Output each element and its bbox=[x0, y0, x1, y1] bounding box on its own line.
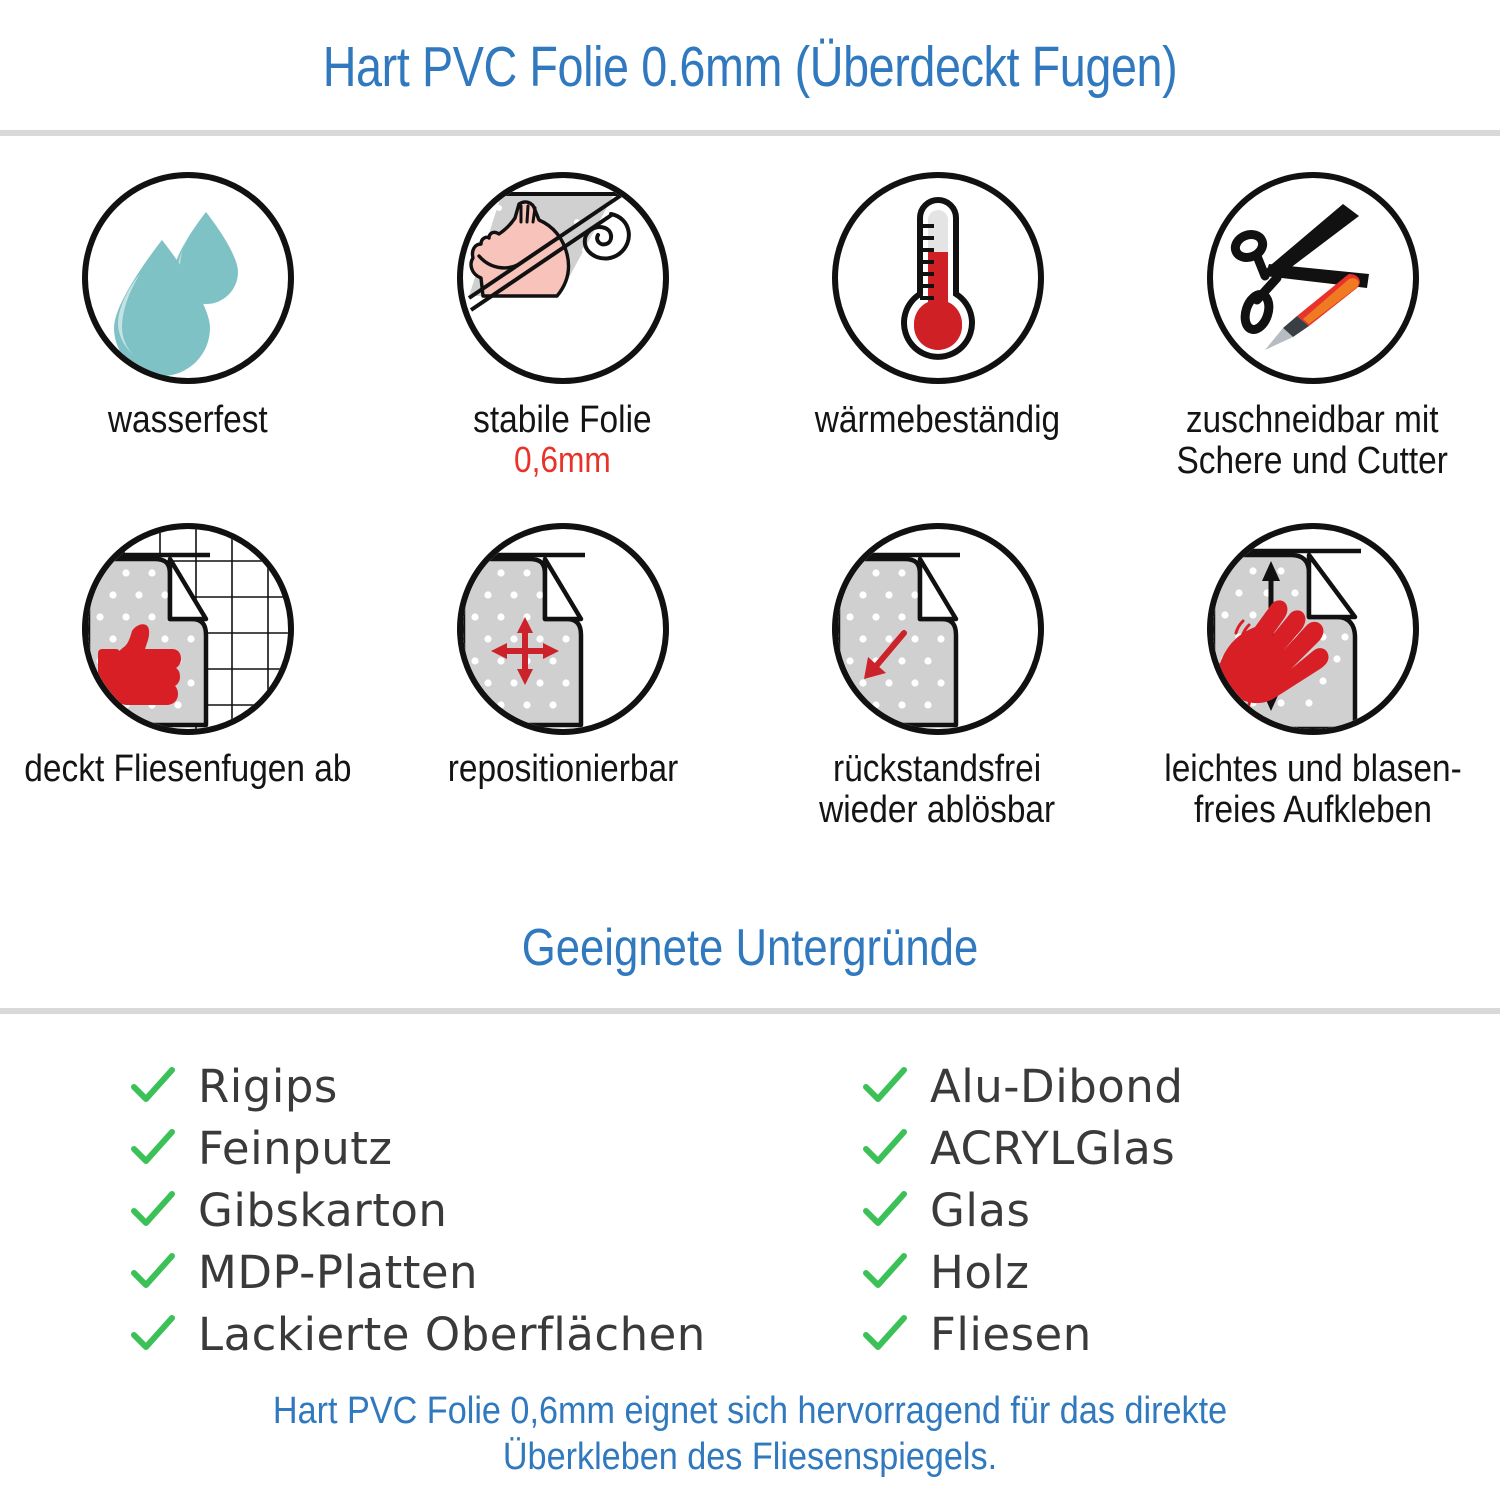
feature-deckt-fliesenfugen: deckt Fliesenfugen ab bbox=[0, 523, 375, 830]
substrates-column-left: Rigips Feinputz Gibskarton MDP-Platten L… bbox=[0, 1055, 750, 1365]
divider-top bbox=[0, 130, 1500, 136]
list-item-label: MDP-Platten bbox=[198, 1245, 479, 1299]
feature-blasenfreies-aufkleben: leichtes und blasen- freies Aufkleben bbox=[1125, 523, 1500, 830]
list-item: Feinputz bbox=[130, 1117, 750, 1179]
list-item-label: Lackierte Oberflächen bbox=[198, 1307, 706, 1361]
substrates-lists: Rigips Feinputz Gibskarton MDP-Platten L… bbox=[0, 1055, 1500, 1365]
feature-waermebestaendig: wärmebeständig bbox=[750, 172, 1125, 481]
feature-label: zuschneidbar mit Schere und Cutter bbox=[1176, 399, 1449, 482]
check-icon bbox=[862, 1063, 908, 1109]
feature-row-1: wasserfest bbox=[0, 172, 1500, 481]
check-icon bbox=[862, 1249, 908, 1295]
feature-grid: wasserfest bbox=[0, 172, 1500, 831]
thermometer-icon bbox=[831, 172, 1044, 384]
flexed-arm-film-icon bbox=[456, 172, 669, 384]
feature-label: stabile Folie 0,6mm bbox=[473, 400, 651, 479]
footer-note: Hart PVC Folie 0,6mm eignet sich hervorr… bbox=[272, 1390, 1228, 1479]
list-item-label: Glas bbox=[930, 1183, 1031, 1237]
check-icon bbox=[130, 1063, 176, 1109]
scissors-cutter-icon bbox=[1206, 172, 1419, 384]
list-item: Lackierte Oberflächen bbox=[130, 1303, 750, 1365]
check-icon bbox=[130, 1187, 176, 1233]
feature-label-thickness: 0,6mm bbox=[514, 438, 611, 480]
list-item: Rigips bbox=[130, 1055, 750, 1117]
list-item-label: Alu-Dibond bbox=[930, 1059, 1184, 1113]
feature-rueckstandsfrei: rückstandsfrei wieder ablösbar bbox=[750, 523, 1125, 830]
feature-label: leichtes und blasen- freies Aufkleben bbox=[1163, 748, 1462, 831]
list-item-label: ACRYLGlas bbox=[930, 1121, 1176, 1175]
thumbs-up-tiles-icon bbox=[81, 523, 294, 736]
feature-label: repositionierbar bbox=[447, 748, 678, 791]
page-title: Hart PVC Folie 0.6mm (Überdeckt Fugen) bbox=[322, 35, 1178, 99]
feature-repositionierbar: repositionierbar bbox=[375, 523, 750, 830]
check-icon bbox=[862, 1187, 908, 1233]
check-icon bbox=[130, 1125, 176, 1171]
feature-stabile-folie: stabile Folie 0,6mm bbox=[375, 172, 750, 481]
list-item-label: Fliesen bbox=[930, 1307, 1092, 1361]
feature-label: rückstandsfrei wieder ablösbar bbox=[819, 748, 1056, 831]
list-item: MDP-Platten bbox=[130, 1241, 750, 1303]
divider-middle bbox=[0, 1008, 1500, 1014]
substrates-column-right: Alu-Dibond ACRYLGlas Glas Holz Fliesen bbox=[0, 1055, 1183, 1365]
feature-zuschneidbar: zuschneidbar mit Schere und Cutter bbox=[1125, 172, 1500, 481]
list-item-label: Holz bbox=[930, 1245, 1030, 1299]
feature-label: wasserfest bbox=[107, 399, 268, 441]
substrates-heading: Geeignete Untergründe bbox=[521, 919, 979, 977]
water-drops-icon bbox=[81, 172, 294, 384]
feature-label: wärmebeständig bbox=[814, 399, 1061, 441]
list-item-label: Gibskarton bbox=[198, 1183, 448, 1237]
feature-label: deckt Fliesenfugen ab bbox=[23, 748, 352, 791]
diagonal-arrow-peel-icon bbox=[831, 523, 1044, 736]
list-item: Gibskarton bbox=[130, 1179, 750, 1241]
hand-smoothing-icon bbox=[1206, 523, 1419, 736]
feature-row-2: deckt Fliesenfugen ab bbox=[0, 523, 1500, 830]
check-icon bbox=[130, 1249, 176, 1295]
list-item-label: Feinputz bbox=[198, 1121, 393, 1175]
check-icon bbox=[862, 1311, 908, 1357]
feature-label-main: stabile Folie bbox=[473, 399, 652, 441]
check-icon bbox=[130, 1311, 176, 1357]
list-item-label: Rigips bbox=[198, 1059, 338, 1113]
four-way-arrow-icon bbox=[456, 523, 669, 736]
check-icon bbox=[862, 1125, 908, 1171]
feature-wasserfest: wasserfest bbox=[0, 172, 375, 481]
